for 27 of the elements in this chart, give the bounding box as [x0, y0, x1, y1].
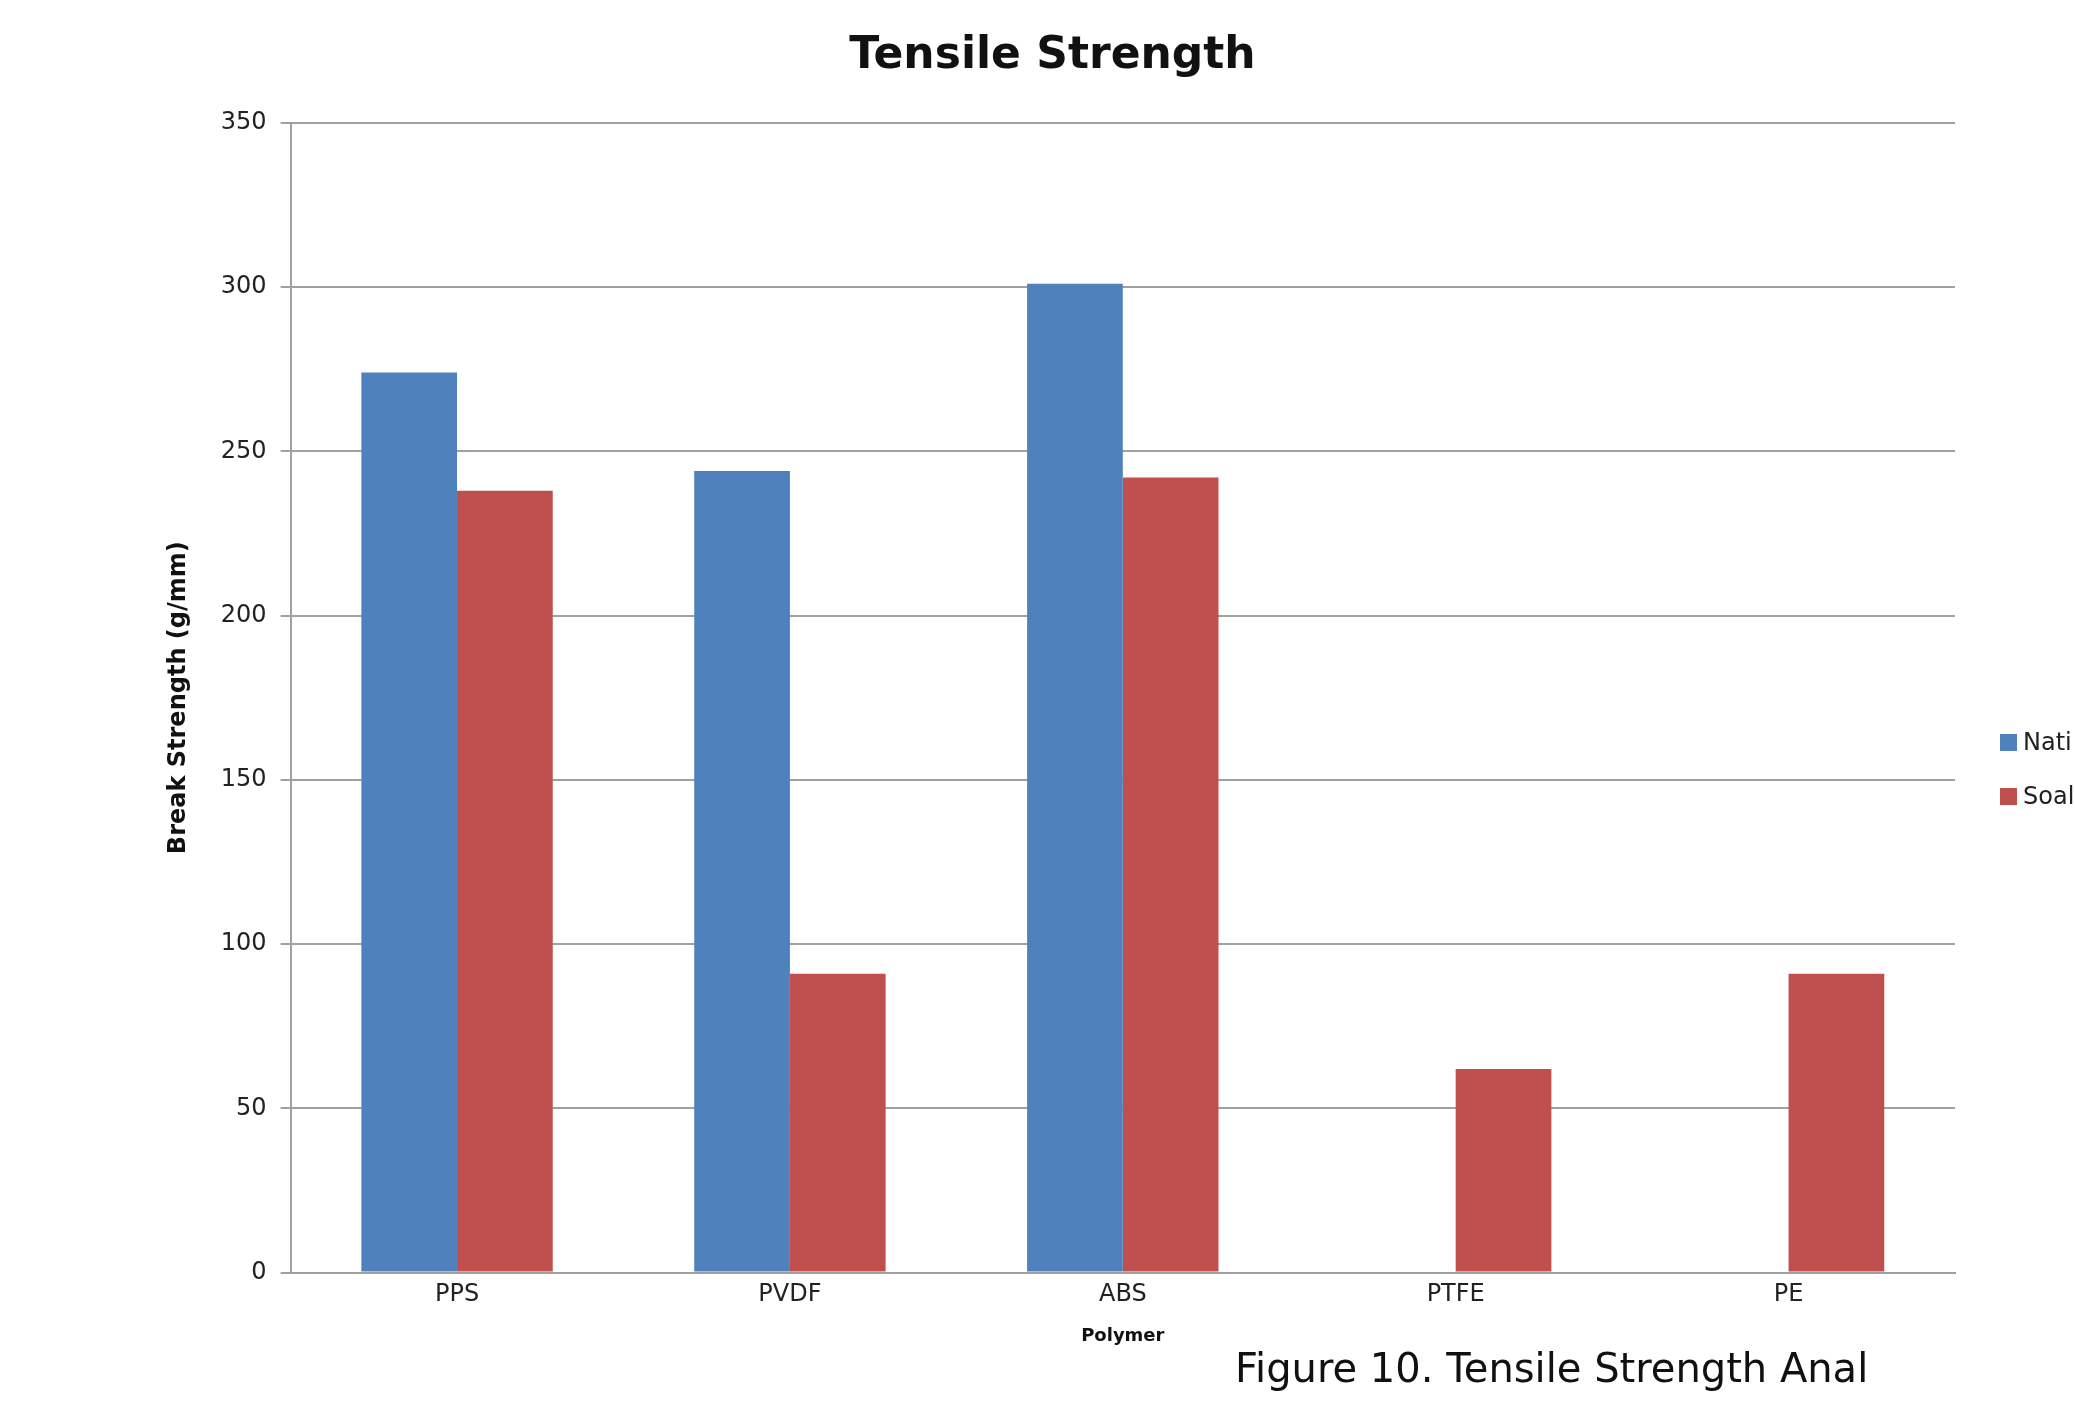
bar	[457, 490, 553, 1272]
bar	[1122, 477, 1219, 1272]
x-axis-title: Polymer	[1081, 1323, 1165, 1345]
chart-title: Tensile Strength	[849, 26, 1256, 78]
bar	[694, 471, 790, 1272]
bar	[1455, 1068, 1552, 1272]
bar	[789, 973, 886, 1272]
x-tick-label: PPS	[434, 1279, 480, 1308]
x-tick-label: PVDF	[758, 1279, 822, 1308]
legend-label: Nati	[2023, 728, 2072, 756]
y-tick-label: 100	[220, 928, 267, 957]
bar	[1788, 973, 1885, 1272]
y-tick-label: 0	[251, 1256, 267, 1285]
x-tick-label: ABS	[1098, 1279, 1147, 1308]
bar	[1027, 283, 1123, 1272]
y-tick-label: 150	[220, 764, 267, 793]
legend-label: Soal	[2023, 782, 2075, 810]
y-tick-label: 200	[220, 599, 267, 628]
y-tick-label: 350	[220, 107, 267, 136]
x-tick-label: PTFE	[1426, 1279, 1485, 1308]
y-tick-label: 300	[220, 271, 267, 300]
y-tick-label: 250	[220, 435, 267, 464]
y-tick-label: 50	[236, 1092, 267, 1121]
y-axis-title: Break Strength (g/mm)	[162, 541, 191, 855]
bar	[361, 372, 458, 1272]
x-tick-label: PE	[1773, 1279, 1804, 1308]
caption: Figure 10. Tensile Strength Anal	[1235, 1345, 1869, 1391]
